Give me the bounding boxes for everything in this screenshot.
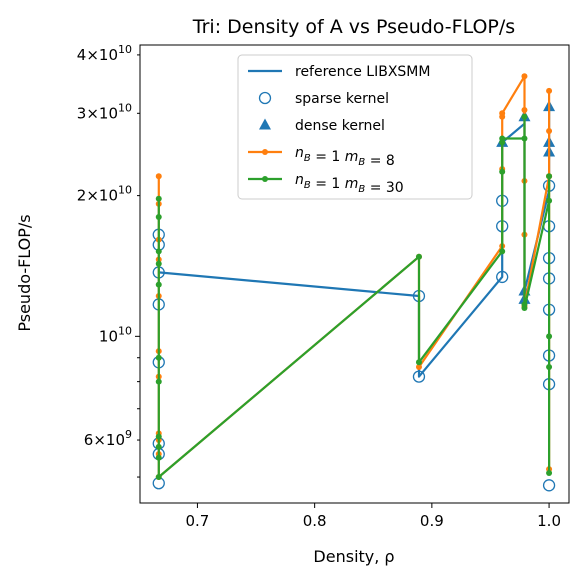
data-point — [415, 363, 422, 370]
data-point — [521, 73, 528, 80]
data-point — [521, 304, 528, 311]
data-point — [155, 195, 162, 202]
y-tick-label: 6×109 — [84, 428, 132, 449]
data-point — [155, 443, 162, 450]
data-point — [155, 281, 162, 288]
data-point — [155, 474, 162, 481]
data-point — [499, 110, 506, 117]
data-point — [499, 168, 506, 175]
data-point — [546, 197, 553, 204]
legend-label: reference LIBXSMM — [295, 64, 430, 80]
sparse-kernel-point — [542, 479, 556, 492]
y-axis-label: Pseudo-FLOP/s — [15, 214, 34, 331]
legend-handle-triangle — [259, 118, 271, 130]
legend-handle-dot — [262, 149, 268, 155]
legend-handle-circle — [258, 91, 272, 105]
data-point — [155, 354, 162, 361]
y-tick-label: 2×1010 — [77, 184, 132, 205]
y-tick-label: 3×1010 — [77, 101, 132, 122]
plot-frame — [139, 44, 570, 504]
legend-label: nB = 1 mB = 8 — [295, 145, 395, 169]
chart-title: Tri: Density of A vs Pseudo-FLOP/s — [192, 16, 515, 38]
data-point — [546, 87, 553, 94]
data-point — [155, 214, 162, 221]
data-point — [155, 454, 162, 461]
data-point — [521, 106, 528, 113]
data-point — [155, 248, 162, 255]
sparse-kernel-point — [496, 270, 509, 284]
legend: reference LIBXSMM sparse kernel dense kern… — [237, 54, 473, 200]
data-point — [546, 173, 553, 180]
y-tick-label: 1010 — [99, 324, 132, 345]
x-axis-label: Density, ρ — [313, 547, 394, 566]
data-point — [155, 378, 162, 385]
series-line-4 — [157, 115, 551, 479]
data-point — [546, 333, 553, 340]
axes: 0.7 0.8 0.9 1.0 1010 6×109 2×1010 3×1010 4×1010 — [77, 43, 570, 530]
data-point — [155, 173, 162, 180]
data-point — [499, 248, 506, 255]
x-tick-label: 1.0 — [537, 512, 561, 530]
data-point — [521, 113, 528, 120]
data-point — [546, 363, 553, 370]
data-point — [521, 135, 528, 142]
plot-area — [152, 73, 556, 492]
sparse-kernel-point — [412, 370, 426, 383]
x-tick-label: 0.9 — [420, 512, 444, 530]
data-point — [546, 470, 553, 477]
data-point — [546, 127, 553, 134]
legend-label: nB = 1 mB = 30 — [295, 172, 404, 196]
data-point — [499, 135, 506, 142]
legend-label: dense kernel — [295, 118, 385, 134]
legend-label: sparse kernel — [295, 91, 389, 107]
legend-handle-dot — [262, 176, 268, 182]
data-point — [415, 253, 422, 260]
x-tick-label: 0.7 — [186, 512, 210, 530]
x-tick-label: 0.8 — [303, 512, 327, 530]
y-tick-label: 4×1010 — [77, 43, 132, 64]
data-point — [155, 260, 162, 267]
data-point — [415, 359, 422, 366]
data-point — [155, 433, 162, 440]
legend-box — [237, 54, 473, 200]
